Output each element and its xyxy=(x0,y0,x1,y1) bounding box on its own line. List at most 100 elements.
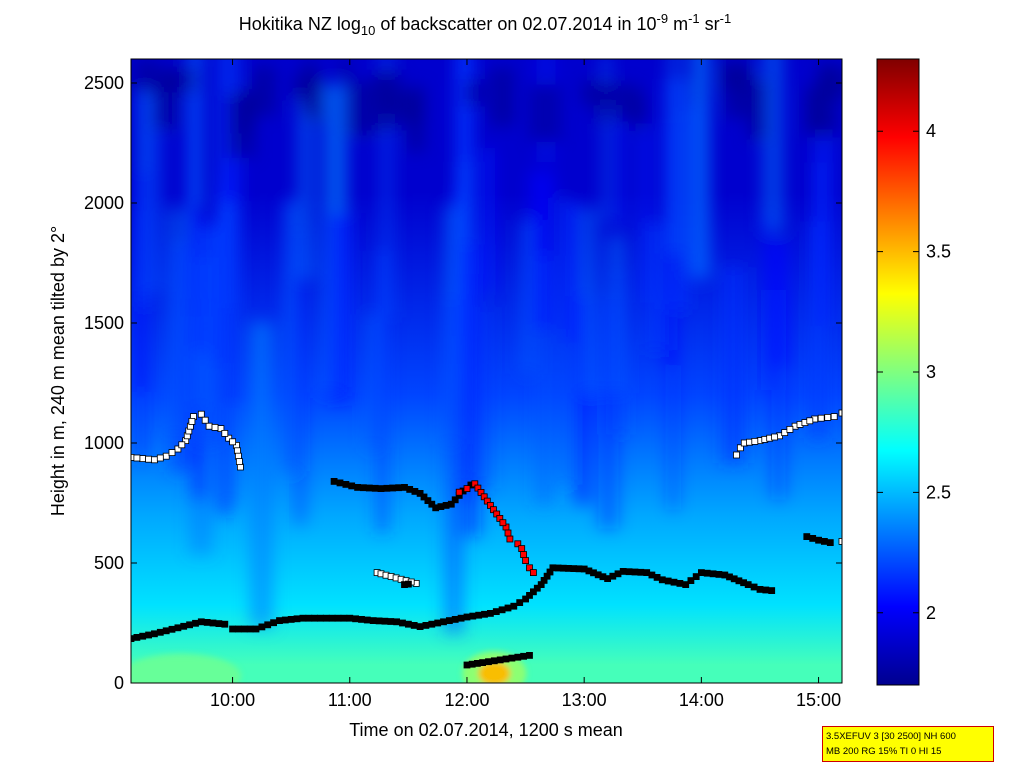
colorbar-tick-label: 2 xyxy=(926,603,936,623)
layer-marker xyxy=(209,619,217,627)
layer-marker xyxy=(234,625,242,633)
heatmap-streak xyxy=(490,67,515,127)
colorbar-tick-label: 4 xyxy=(926,121,936,141)
layer-marker xyxy=(174,445,182,453)
x-tick-label: 13:00 xyxy=(562,690,607,710)
layer-marker xyxy=(740,579,747,587)
layer-marker xyxy=(145,631,153,639)
layer-marker xyxy=(499,519,507,527)
layer-marker xyxy=(750,583,758,591)
hotspot-core xyxy=(478,661,511,683)
heatmap-streak xyxy=(236,89,254,134)
x-tick-label: 14:00 xyxy=(679,690,724,710)
layer-marker xyxy=(733,451,740,459)
x-axis-label: Time on 02.07.2014, 1200 s mean xyxy=(349,720,623,740)
layer-marker xyxy=(342,480,350,488)
layer-marker xyxy=(352,615,360,623)
layer-marker xyxy=(162,452,170,460)
layer-marker xyxy=(486,610,494,617)
layer-marker xyxy=(156,454,164,462)
layer-marker xyxy=(133,634,141,641)
layer-marker xyxy=(322,614,330,622)
layer-marker xyxy=(186,621,194,629)
heatmap-streak xyxy=(596,94,607,124)
layer-marker xyxy=(475,611,483,619)
layer-marker xyxy=(211,423,219,431)
layer-marker xyxy=(502,655,510,663)
layer-marker xyxy=(709,570,717,578)
layer-marker xyxy=(383,484,391,492)
layer-marker xyxy=(139,455,147,463)
layer-marker xyxy=(145,455,153,463)
layer-marker xyxy=(348,482,356,490)
heatmap-streak xyxy=(194,213,206,351)
layer-marker xyxy=(457,614,465,622)
heatmap-streak xyxy=(458,59,474,197)
layer-marker xyxy=(756,586,764,593)
layer-marker xyxy=(768,587,776,594)
x-tick-label: 15:00 xyxy=(796,690,841,710)
layer-marker xyxy=(637,568,645,576)
layer-marker xyxy=(404,620,412,628)
layer-marker xyxy=(393,618,401,626)
heatmap-streak xyxy=(615,102,626,226)
layer-marker xyxy=(229,625,237,633)
layer-marker xyxy=(771,433,778,441)
layer-marker xyxy=(434,619,442,627)
heatmap-streak xyxy=(211,220,225,363)
layer-marker xyxy=(575,565,583,573)
layer-marker xyxy=(215,620,223,627)
layer-marker xyxy=(311,614,319,622)
heatmap-streak xyxy=(535,255,553,505)
layer-marker xyxy=(258,623,266,631)
layer-marker xyxy=(510,602,518,610)
layer-marker xyxy=(530,588,537,596)
heatmap-streak xyxy=(806,94,825,131)
heatmap-streak xyxy=(762,215,772,390)
layer-marker xyxy=(205,422,213,430)
layer-marker xyxy=(375,617,383,625)
layer-marker xyxy=(330,477,338,485)
heatmap-streak xyxy=(311,77,324,123)
layer-marker xyxy=(156,628,164,636)
y-axis-label: Height in m, 240 m mean tilted by 2° xyxy=(48,226,68,516)
y-tick-label: 1500 xyxy=(84,313,124,333)
layer-marker xyxy=(440,618,447,626)
layer-marker xyxy=(514,540,522,548)
layer-marker xyxy=(192,619,199,627)
layer-marker xyxy=(276,617,283,624)
layer-marker xyxy=(516,599,524,606)
layer-marker xyxy=(197,410,205,418)
layer-marker xyxy=(150,630,158,638)
info-line-2: MB 200 RG 15% TI 0 HI 15 xyxy=(826,746,942,757)
layer-marker xyxy=(786,425,794,433)
layer-marker xyxy=(328,614,336,622)
colorbar xyxy=(876,58,920,686)
layer-marker xyxy=(445,617,453,624)
layer-marker xyxy=(133,454,141,462)
heatmap-streak xyxy=(819,62,835,92)
layer-marker xyxy=(365,484,373,492)
heatmap-streak xyxy=(530,84,561,142)
layer-marker xyxy=(826,539,834,546)
layer-marker xyxy=(703,569,711,577)
layer-marker xyxy=(809,535,817,542)
layer-marker xyxy=(377,485,385,493)
layer-marker xyxy=(751,437,759,445)
layer-marker xyxy=(838,409,842,417)
layer-marker xyxy=(178,441,186,449)
heatmap-streak xyxy=(814,132,833,327)
x-tick-label: 10:00 xyxy=(210,690,255,710)
heatmap-streak xyxy=(461,244,481,537)
layer-marker xyxy=(508,654,516,662)
heatmap-streak xyxy=(479,148,496,294)
hotspot-left xyxy=(131,653,241,683)
layer-marker xyxy=(293,615,301,623)
heatmap-streak xyxy=(520,219,535,374)
layer-marker xyxy=(490,657,498,665)
layer-marker xyxy=(498,606,506,614)
layer-marker xyxy=(221,429,229,437)
layer-marker xyxy=(168,449,176,457)
heatmap-streak xyxy=(610,84,641,122)
heatmap-streak xyxy=(721,267,746,463)
